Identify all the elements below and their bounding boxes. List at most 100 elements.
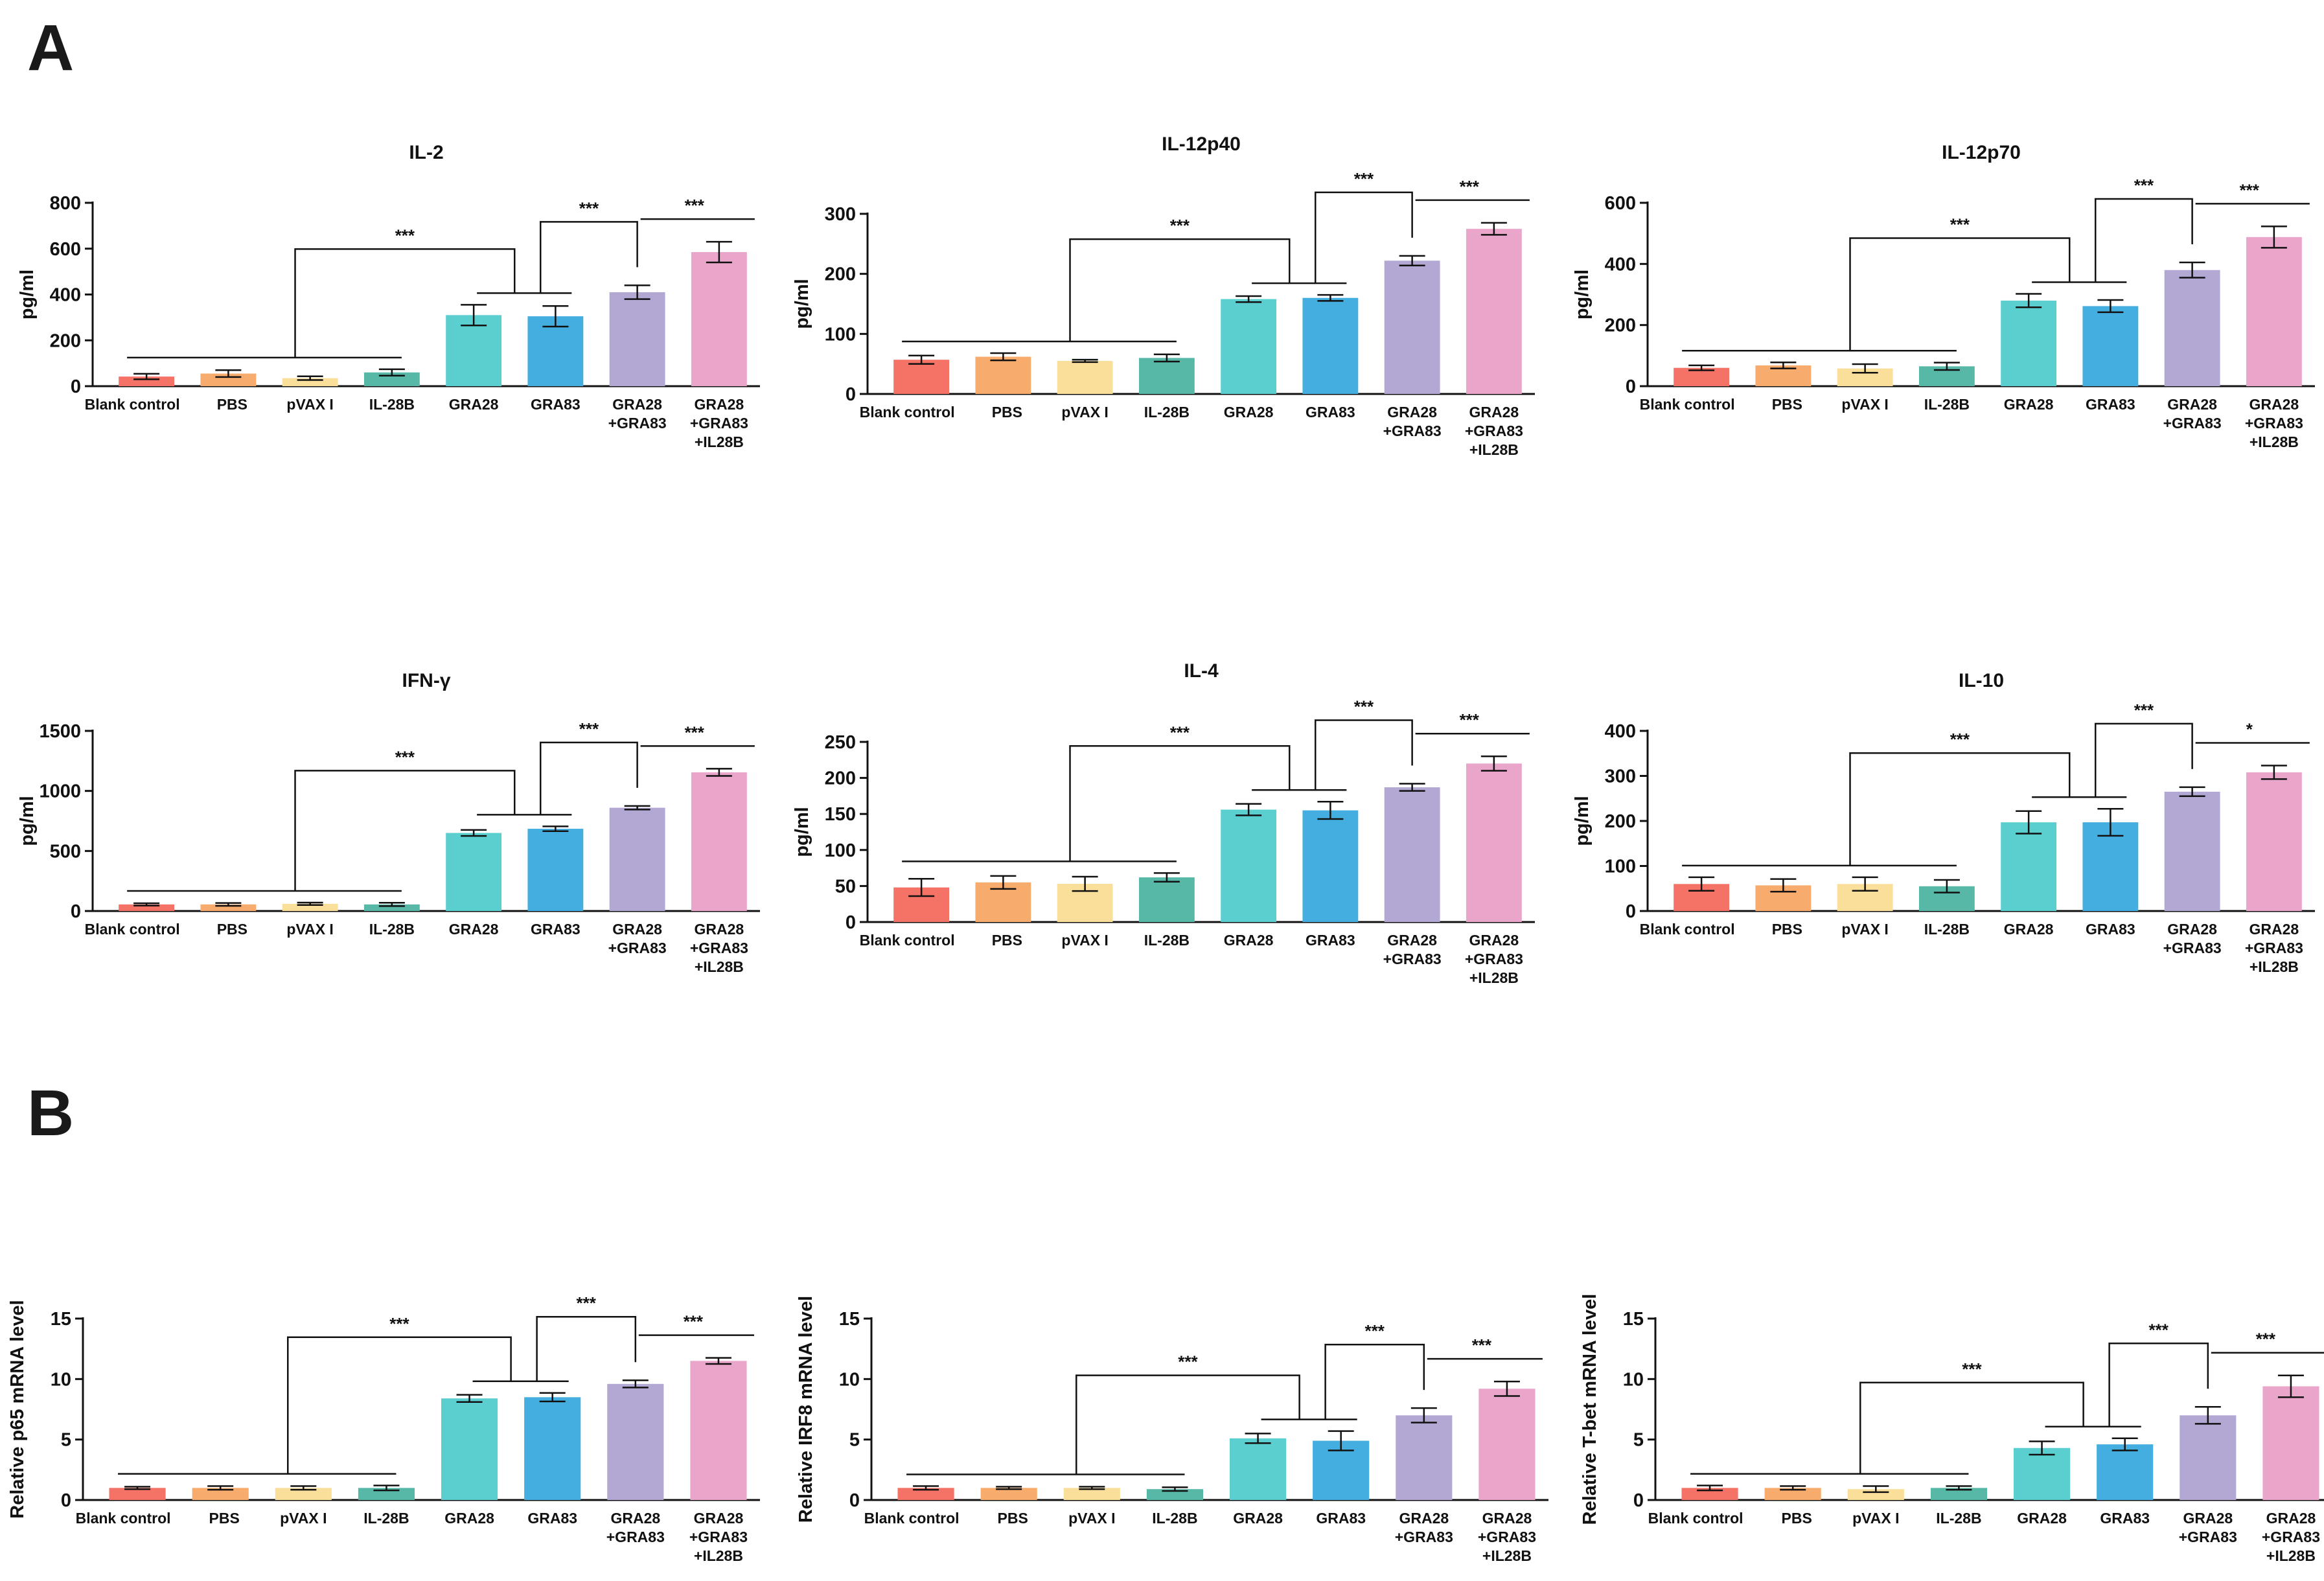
bar-6 [1384, 787, 1440, 922]
sig-bracket [287, 1336, 512, 1474]
significance-label: * [2246, 720, 2253, 739]
y-tick-label: 15 [51, 1309, 71, 1330]
bar-5 [1302, 810, 1359, 922]
bar-6 [609, 807, 665, 911]
category-label: GRA28 +GRA83 +IL28B [1465, 932, 1523, 986]
significance-label: *** [577, 1293, 597, 1313]
significance-label: *** [684, 1312, 704, 1332]
category-label: GRA28 +GRA83 [608, 921, 667, 956]
significance-label: *** [685, 722, 705, 742]
category-label: pVAX I [286, 921, 333, 938]
category-label: IL-28B [363, 1510, 409, 1527]
category-label: GRA28 [1233, 1510, 1283, 1527]
category-label: GRA83 [2100, 1510, 2150, 1527]
category-label: GRA28 [449, 396, 499, 413]
bar-6 [2164, 791, 2220, 911]
chart-title: IL-12p40 [1162, 133, 1241, 155]
bar-1 [1764, 1488, 1821, 1500]
category-label: IL-28B [1144, 404, 1190, 421]
y-tick-label: 50 [835, 876, 856, 897]
category-label: GRA83 [1306, 404, 1355, 421]
category-label: PBS [209, 1510, 240, 1527]
y-tick-label: 400 [1605, 254, 1636, 275]
category-label: IL-28B [1152, 1510, 1197, 1527]
category-label: GRA28 [2004, 396, 2054, 413]
bar-1 [200, 373, 257, 386]
y-tick-label: 0 [846, 912, 856, 933]
y-axis-label: pg/ml [17, 270, 38, 319]
significance-label: *** [2134, 700, 2154, 720]
y-tick-label: 0 [1633, 1490, 1644, 1511]
bar-5 [527, 829, 584, 911]
bar-1 [980, 1488, 1037, 1500]
chart-4: IL-4 0 50 100 150 200 250 pg/ml Blank control PBS… [792, 660, 1535, 986]
significance-label: *** [395, 225, 415, 245]
sig-bracket [1849, 237, 2071, 351]
significance-label: *** [1962, 1359, 1982, 1379]
y-tick-label: 100 [1605, 857, 1636, 877]
y-tick-label: 0 [71, 901, 81, 922]
y-tick-label: 800 [50, 193, 81, 214]
bar-7 [691, 772, 747, 911]
category-label: GRA83 [531, 921, 581, 938]
bar-5 [2082, 822, 2139, 911]
bar-7 [2262, 1386, 2319, 1500]
category-label: GRA83 [2086, 396, 2135, 413]
sig-bracket [294, 248, 516, 358]
sig-bracket [540, 221, 638, 294]
category-label: GRA83 [1306, 932, 1355, 949]
category-label: PBS [1772, 396, 1802, 413]
bar-6 [2164, 270, 2220, 386]
bar-2 [1057, 361, 1113, 394]
y-axis-label: pg/ml [17, 796, 38, 846]
significance-label: *** [579, 719, 599, 739]
category-label: GRA28 +GRA83 +IL28B [690, 396, 748, 450]
category-label: GRA83 [2086, 921, 2135, 938]
category-label: PBS [217, 396, 247, 413]
sig-bracket [2095, 722, 2193, 798]
bar-4 [446, 833, 502, 911]
bar-6 [2180, 1415, 2237, 1500]
bar-4 [2001, 822, 2057, 911]
category-label: pVAX I [1841, 921, 1888, 938]
category-label: GRA83 [531, 396, 581, 413]
category-label: Blank control [1640, 396, 1735, 413]
category-label: GRA28 +GRA83 [1383, 932, 1442, 967]
bar-6 [1396, 1415, 1453, 1500]
category-label: GRA28 +GRA83 +IL28B [2262, 1510, 2320, 1564]
bar-7 [2246, 237, 2302, 386]
y-tick-label: 0 [61, 1490, 71, 1511]
y-tick-label: 1000 [39, 781, 81, 802]
category-label: Blank control [864, 1510, 960, 1527]
panel-label-b: B [27, 1077, 74, 1149]
y-tick-label: 300 [825, 204, 856, 225]
bar-5 [2097, 1444, 2154, 1500]
bar-5 [524, 1397, 581, 1500]
sig-bracket [540, 741, 638, 815]
y-tick-label: 15 [1623, 1309, 1644, 1330]
significance-label: *** [2134, 176, 2154, 195]
bar-3 [1146, 1489, 1203, 1500]
significance-label: *** [1460, 710, 1480, 730]
category-label: PBS [992, 404, 1022, 421]
panel-label-a: A [27, 12, 74, 84]
category-label: IL-28B [1144, 932, 1190, 949]
chart-1: IL-12p40 0 100 200 300 pg/ml Blank control PBS p… [792, 133, 1535, 458]
bar-4 [1221, 299, 1277, 394]
y-tick-label: 0 [849, 1490, 860, 1511]
category-label: GRA28 [444, 1510, 494, 1527]
bar-1 [975, 356, 1031, 394]
y-tick-label: 200 [825, 264, 856, 285]
y-tick-label: 0 [71, 376, 81, 397]
bar-6 [607, 1383, 664, 1500]
y-tick-label: 600 [50, 239, 81, 260]
bar-4 [1230, 1438, 1287, 1500]
category-label: IL-28B [369, 921, 415, 938]
category-label: GRA28 +GRA83 [1383, 404, 1442, 439]
bar-3 [358, 1488, 415, 1500]
significance-label: *** [1178, 1352, 1198, 1372]
significance-label: *** [2256, 1330, 2276, 1349]
bar-7 [1466, 229, 1522, 394]
category-label: Blank control [1640, 921, 1735, 938]
